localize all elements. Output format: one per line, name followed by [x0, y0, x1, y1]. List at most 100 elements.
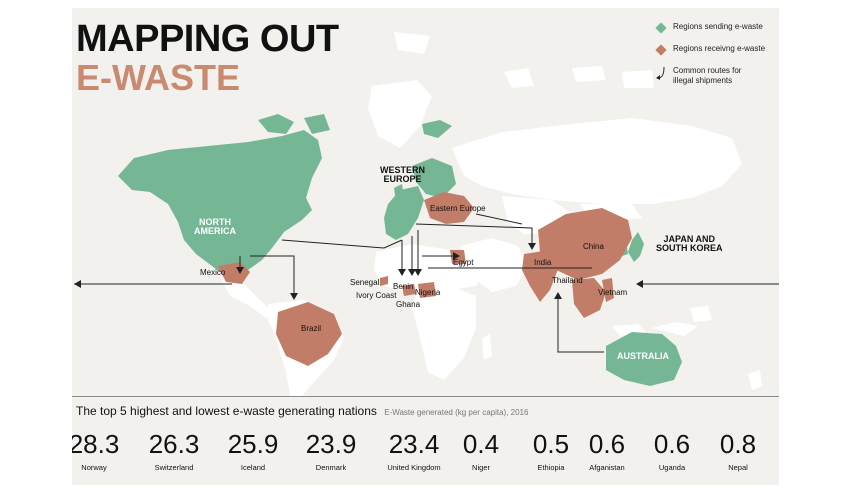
arrowhead-mexico	[236, 267, 244, 274]
stat-item: 0.6 Uganda	[636, 431, 708, 472]
stat-country: Niger	[472, 463, 490, 472]
route-to-brazil	[250, 255, 295, 298]
main-title: MAPPING OUT	[76, 18, 339, 60]
indonesia	[612, 306, 712, 336]
legend-receiving: Regions receivng e-waste	[655, 44, 775, 56]
arctic-islands	[394, 32, 654, 88]
route-atlantic	[281, 239, 403, 249]
western-europe-line1: WESTERN	[380, 165, 425, 175]
canada-islands	[258, 114, 452, 138]
central-america	[222, 280, 274, 318]
brazil-shape	[276, 302, 342, 366]
stat-value: 0.5	[532, 429, 570, 459]
madagascar	[482, 334, 492, 360]
vietnam-label: Vietnam	[598, 288, 628, 297]
eastern-europe-label: Eastern Europe	[430, 204, 486, 213]
west-africa-shape	[402, 284, 416, 296]
arrowhead-west	[74, 280, 81, 288]
north-america-line1: NORTH	[199, 217, 231, 227]
north-america-line2: AMERICA	[194, 226, 236, 237]
brazil-label: Brazil	[301, 324, 322, 333]
egypt-label: Egypt	[453, 258, 474, 267]
stat-item: 26.3 Switzerland	[138, 431, 210, 472]
route-europe-asia	[475, 213, 523, 225]
stat-item: 0.4 Niger	[445, 431, 517, 472]
mexico-label: Mexico	[200, 268, 226, 277]
southeast-asia-shape	[572, 278, 606, 318]
stats-subtitle: E-Waste generated (kg per capita), 2016	[384, 408, 529, 417]
stat-country: Switzerland	[154, 463, 194, 472]
north-america-label: NORTH AMERICA	[194, 217, 236, 237]
stat-country: Afganistan	[589, 463, 625, 472]
stat-item: 0.5 Ethiopia	[515, 431, 587, 472]
australia-shape	[606, 332, 682, 386]
route-arrowheads	[74, 243, 643, 300]
shipment-routes	[74, 213, 779, 353]
stat-value: 26.3	[148, 429, 200, 459]
ivory-coast-label: Ivory Coast	[356, 291, 397, 300]
western-europe-line2: EUROPE	[383, 174, 422, 185]
green-diamond-icon	[655, 22, 667, 34]
stat-item: 0.6 Afganistan	[571, 431, 643, 472]
china-label: China	[583, 242, 604, 251]
china-shape	[538, 208, 632, 280]
legend-routes-line1: Common routes for	[673, 66, 742, 75]
sub-title: E-WASTE	[76, 57, 241, 98]
stat-country: Uganda	[658, 463, 686, 472]
stat-item: 28.3 Norway	[72, 431, 130, 472]
stat-value: 23.4	[388, 429, 440, 459]
stats-heading: The top 5 highest and lowest e-waste gen…	[76, 404, 528, 418]
ghana-label: Ghana	[396, 300, 421, 309]
stat-value: 0.6	[653, 429, 691, 459]
stat-country: Iceland	[240, 463, 266, 472]
benin-label: Benin	[393, 282, 414, 291]
section-divider	[72, 396, 779, 397]
terracotta-diamond-icon	[655, 44, 667, 56]
japan-korea-line1: JAPAN AND	[663, 234, 716, 244]
scandinavia-shape	[412, 158, 456, 198]
infographic-panel: MAPPING OUT E-WASTE Regions sending e-wa…	[72, 8, 779, 485]
legend: Regions sending e-waste Regions receivng…	[655, 22, 775, 98]
stat-item: 23.4 United Kingdom	[378, 431, 450, 472]
stat-item: 23.9 Denmark	[295, 431, 367, 472]
stats-title: The top 5 highest and lowest e-waste gen…	[76, 404, 377, 418]
legend-routes-text: Common routes for illegal shipments	[673, 66, 741, 86]
curved-arrow-icon	[656, 66, 665, 80]
route-to-india	[415, 223, 533, 248]
thailand-label: Thailand	[552, 276, 583, 285]
stat-country: Ethiopia	[537, 463, 565, 472]
senegal-label: Senegal	[350, 278, 380, 287]
stat-value: 0.4	[462, 429, 500, 459]
stat-country: Denmark	[315, 463, 347, 472]
arrowhead-africa-2	[408, 269, 416, 276]
north-america-shape	[118, 130, 322, 280]
uk-shape	[394, 184, 404, 202]
world-map	[74, 32, 779, 396]
stat-value: 0.6	[588, 429, 626, 459]
legend-routes: Common routes for illegal shipments	[655, 66, 775, 86]
arrowhead-asia	[636, 280, 643, 288]
stat-value: 28.3	[72, 429, 120, 459]
stat-value: 0.8	[719, 429, 757, 459]
senegal-shape	[380, 276, 388, 286]
japan-korea-label: JAPAN AND SOUTH KOREA	[656, 234, 723, 254]
legend-sending: Regions sending e-waste	[655, 22, 775, 34]
new-zealand	[748, 370, 762, 390]
japan-korea-line2: SOUTH KOREA	[656, 243, 723, 254]
stat-item: 25.9 Iceland	[217, 431, 289, 472]
nigeria-label: Nigeria	[415, 288, 441, 297]
legend-routes-line2: illegal shipments	[673, 76, 733, 85]
sending-regions	[118, 114, 682, 386]
middle-east	[460, 238, 528, 292]
legend-receiving-label: Regions receivng e-waste	[673, 44, 766, 53]
legend-sending-label: Regions sending e-waste	[673, 22, 763, 31]
australia-label: AUSTRALIA	[617, 351, 669, 361]
russia	[452, 118, 742, 204]
arrowhead-egypt	[453, 252, 460, 260]
stat-value: 23.9	[305, 429, 357, 459]
arrowhead-australia	[554, 292, 562, 299]
route-australia	[557, 294, 604, 353]
western-europe-shape	[384, 186, 424, 240]
japan-shape	[628, 232, 644, 262]
south-africa	[412, 288, 476, 380]
